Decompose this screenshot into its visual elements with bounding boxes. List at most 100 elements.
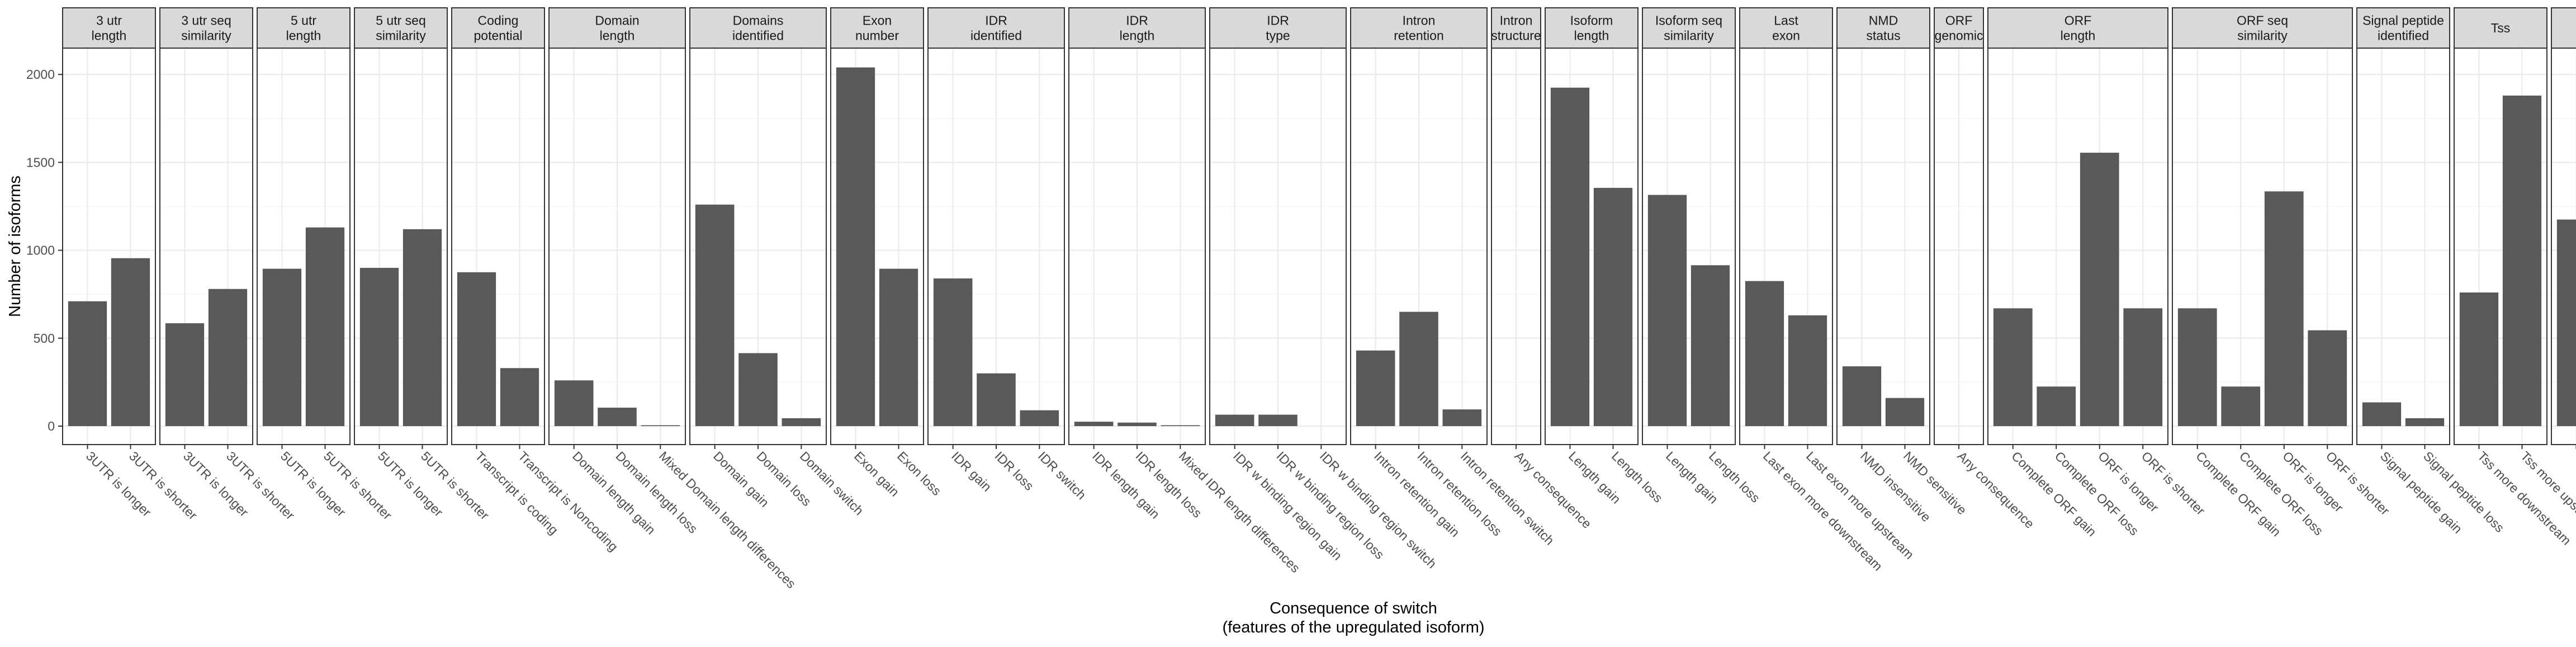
facet-strip bbox=[1350, 7, 1488, 49]
facet-strip-label: IDR identified bbox=[970, 13, 1022, 43]
facet-panel bbox=[2357, 48, 2450, 445]
facet-strip-label: NMD status bbox=[1866, 13, 1900, 43]
facet-strip bbox=[1739, 7, 1833, 49]
bar bbox=[2080, 153, 2119, 426]
bar bbox=[208, 289, 248, 426]
bar bbox=[1593, 187, 1633, 426]
facet-strip-label: Intron retention bbox=[1394, 13, 1444, 43]
bar bbox=[2362, 402, 2402, 426]
facet-strip-label: Domain length bbox=[595, 13, 639, 43]
x-tick-label: Complete ORF loss bbox=[2237, 448, 2326, 538]
facet-strip bbox=[1836, 7, 1930, 49]
bar bbox=[2308, 330, 2347, 426]
x-tick-label: Complete ORF gain bbox=[2193, 448, 2284, 539]
facet-strip bbox=[689, 7, 827, 49]
bar bbox=[1074, 422, 1114, 426]
y-tick-label: 1000 bbox=[26, 243, 55, 258]
facet-strip-label: 5 utr seq similarity bbox=[376, 13, 426, 43]
bar bbox=[1993, 308, 2033, 426]
bar bbox=[1356, 350, 1395, 426]
facet-strip bbox=[257, 7, 351, 49]
facet-strip-label: Last exon bbox=[1772, 13, 1800, 43]
x-axis-title: Consequence of switch (features of the up… bbox=[1222, 599, 1484, 636]
facet-strip bbox=[1934, 7, 1984, 49]
facet-strip-label: Intron structure bbox=[1491, 13, 1541, 43]
bar bbox=[1399, 311, 1438, 426]
bar bbox=[1647, 195, 1687, 426]
bar bbox=[2405, 418, 2445, 426]
facet-strip bbox=[2454, 7, 2547, 49]
x-tick-label: Transcript is coding bbox=[472, 448, 561, 537]
x-tick-label: Intron retention loss bbox=[1414, 448, 1504, 539]
bar bbox=[500, 368, 539, 426]
facet-strip bbox=[1209, 7, 1347, 49]
facet-strip-label: Isoform seq similarity bbox=[1655, 13, 1722, 43]
bar bbox=[641, 425, 680, 426]
bar bbox=[2123, 308, 2163, 426]
bar bbox=[1885, 398, 1925, 426]
bar bbox=[2177, 308, 2217, 426]
bar bbox=[879, 268, 918, 426]
facet-strip-label: ORF genomic bbox=[1935, 13, 1983, 43]
facet-strip-label: 5 utr length bbox=[286, 13, 321, 43]
x-tick-label: Domain length loss bbox=[613, 448, 700, 536]
x-tick-label: Exon loss bbox=[894, 448, 944, 498]
facet-strip-label: ORF length bbox=[2061, 13, 2096, 43]
facet-strip-label: Coding potential bbox=[474, 13, 523, 43]
facet-strip bbox=[830, 7, 924, 49]
bar bbox=[738, 353, 778, 426]
bar bbox=[457, 272, 496, 426]
facet-strip bbox=[451, 7, 545, 49]
x-tick-label: Signal peptide gain bbox=[2378, 448, 2465, 536]
x-tick-label: IDR switch bbox=[1035, 448, 1089, 502]
facet-strip bbox=[1491, 7, 1541, 49]
bar bbox=[1842, 366, 1882, 426]
bar bbox=[2459, 292, 2499, 426]
facet-strip bbox=[2172, 7, 2353, 49]
facet-strip bbox=[2356, 7, 2450, 49]
y-tick-label: 0 bbox=[48, 419, 55, 433]
bar bbox=[2502, 95, 2542, 426]
bar bbox=[1690, 265, 1730, 426]
facet-strip bbox=[1068, 7, 1206, 49]
bar bbox=[695, 204, 735, 426]
bar bbox=[2037, 386, 2076, 426]
facet-strip-label: IDR length bbox=[1120, 13, 1155, 43]
facet-strip bbox=[354, 7, 448, 49]
bar bbox=[1117, 422, 1157, 426]
x-tick-label: IDR loss bbox=[992, 448, 1036, 493]
bar bbox=[1788, 315, 1827, 426]
bar bbox=[1020, 410, 1059, 426]
bar bbox=[2221, 386, 2261, 426]
bar bbox=[262, 268, 302, 426]
x-tick-label: Exon gain bbox=[851, 448, 902, 499]
facet-strip-label: 3 utr length bbox=[92, 13, 127, 43]
bar bbox=[554, 380, 594, 426]
facet-panel-border bbox=[2551, 48, 2576, 445]
facet-strip-label: Domains identified bbox=[732, 13, 784, 43]
facet-strip bbox=[548, 7, 686, 49]
bar bbox=[836, 67, 875, 426]
facet-strip bbox=[1545, 7, 1639, 49]
facet-strip bbox=[62, 7, 156, 49]
facet-strip-label: 3 utr seq similarity bbox=[181, 13, 231, 43]
bar bbox=[1258, 414, 1298, 426]
facet-strip bbox=[159, 7, 253, 49]
bar bbox=[2264, 191, 2304, 426]
bar bbox=[165, 323, 205, 426]
facet-strip-label: Exon number bbox=[855, 13, 899, 43]
bar bbox=[977, 373, 1016, 426]
y-tick-label: 2000 bbox=[26, 67, 55, 82]
facet-strip-label: ORF seq similarity bbox=[2237, 13, 2288, 43]
facet-strip bbox=[1987, 7, 2168, 49]
facet-strip-label: Signal peptide identified bbox=[2362, 13, 2444, 43]
facet-strip-label: Isoform length bbox=[1570, 13, 1613, 43]
bar bbox=[782, 418, 821, 426]
bar bbox=[1161, 425, 1200, 426]
bar bbox=[402, 229, 442, 426]
bar bbox=[598, 407, 637, 426]
y-tick-label: 1500 bbox=[26, 155, 55, 169]
bar bbox=[1745, 281, 1784, 426]
